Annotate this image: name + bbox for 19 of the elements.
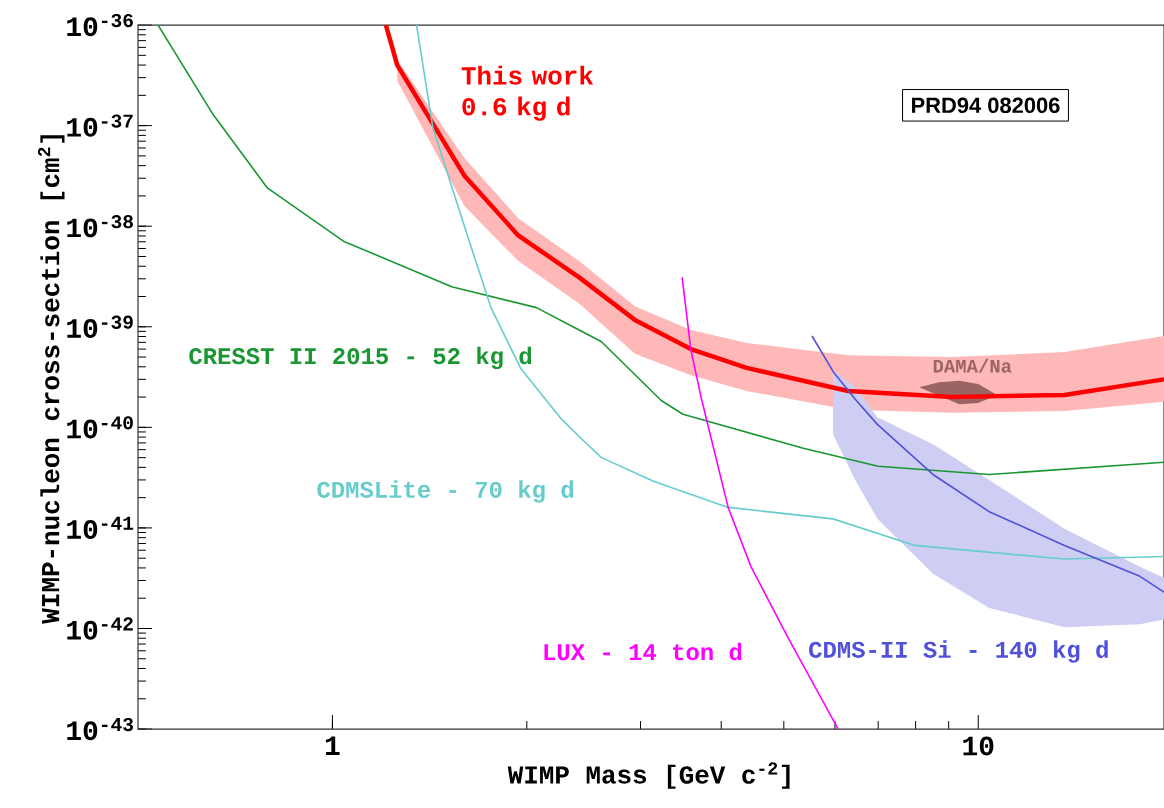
annotation: PRD94 082006 xyxy=(912,97,1060,114)
y-tick-label: 10$^{-42}$ xyxy=(67,617,133,640)
series-label: CDMSLite - 70 kg d xyxy=(317,480,574,503)
y-tick-label: 10$^{-43}$ xyxy=(67,717,133,741)
x-axis-title: WIMP Mass [GeV c$^{-2}$] xyxy=(507,762,790,789)
y-tick-label: 10$^{-37}$ xyxy=(67,114,133,137)
x-tick-label: 1 xyxy=(325,736,340,755)
series-label: LUX - 14 ton d xyxy=(544,642,742,661)
series-label: DAMA/Na xyxy=(933,358,1012,373)
text: CDMS-II Si - 140 kg d xyxy=(809,640,1108,663)
y-tick-label: 10$^{-36}$ xyxy=(67,13,133,37)
y-tick-label: 10$^{-39}$ xyxy=(67,315,133,338)
series-label: This work 0.6 kg d xyxy=(461,65,594,121)
y-tick-label: 10$^{-41}$ xyxy=(67,516,134,539)
y-axis-title: WIMP-nucleon cross-section [cm$^{2}$] xyxy=(38,135,65,624)
y-tick-label: 10$^{-40}$ xyxy=(67,416,133,439)
y-tick-label: 10$^{-38}$ xyxy=(67,215,133,238)
series-label: CRESST II 2015 - 52 kg d xyxy=(189,346,532,370)
x-tick-label: 10 xyxy=(963,736,994,756)
